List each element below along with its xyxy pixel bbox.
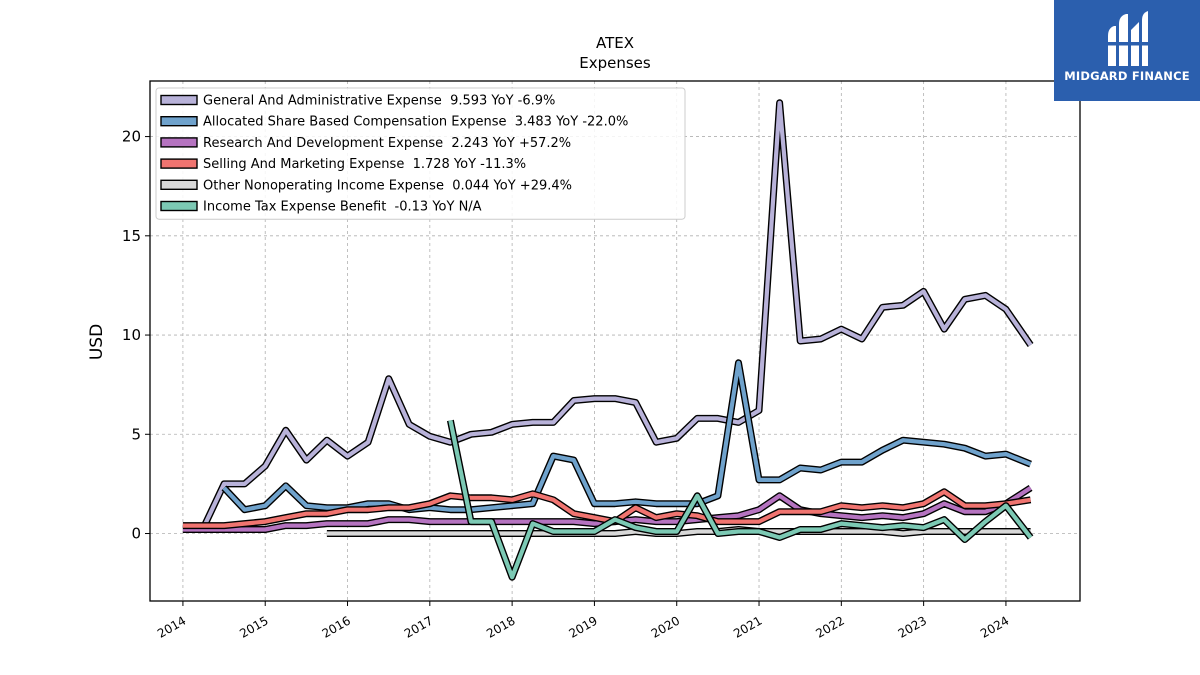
y-tick-label: 0: [131, 525, 141, 543]
chart-title: ATEX: [596, 34, 634, 52]
x-tick-label: 2024: [978, 613, 1011, 640]
x-tick-label: 2018: [484, 613, 517, 640]
legend-entry: Other Nonoperating Income Expense 0.044 …: [160, 178, 572, 193]
y-tick-label: 10: [122, 326, 141, 344]
legend-label: Other Nonoperating Income Expense 0.044 …: [203, 178, 572, 193]
legend-entry: Income Tax Expense Benefit -0.13 YoY N/A: [160, 200, 482, 215]
x-tick-label: 2019: [566, 613, 599, 640]
legend-swatch: [160, 115, 198, 127]
legend-entry: Research And Development Expense 2.243 Y…: [160, 136, 571, 151]
legend-label: Selling And Marketing Expense 1.728 YoY …: [203, 157, 526, 172]
series-line: [182, 489, 1031, 528]
x-tick-label: 2017: [402, 613, 435, 640]
legend-swatch: [160, 179, 198, 191]
legend-entry: Selling And Marketing Expense 1.728 YoY …: [160, 157, 526, 172]
series-4: [182, 488, 1032, 530]
x-tick-label: 2021: [731, 613, 764, 640]
series-line: [448, 419, 1033, 580]
y-axis-label: USD: [87, 324, 107, 360]
legend-swatch: [160, 137, 198, 148]
x-tick-label: 2023: [896, 613, 929, 640]
legend-swatch: [160, 158, 198, 169]
legend-label: Income Tax Expense Benefit -0.13 YoY N/A: [203, 200, 482, 215]
legend-box: [155, 87, 686, 220]
y-tick-label: 5: [131, 425, 141, 443]
x-tick-label: 2020: [649, 613, 682, 640]
x-tick-label: 2015: [237, 613, 270, 640]
series-2: [221, 359, 1032, 514]
series-layer: [182, 99, 1034, 581]
legend-entry: Allocated Share Based Compensation Expen…: [160, 115, 628, 130]
y-tick-label: 15: [122, 227, 141, 245]
series-line: [222, 360, 1032, 512]
brand-logo: MIDGARD FINANCE: [1054, 0, 1200, 101]
series-line: [201, 100, 1033, 529]
x-tick-label: 2014: [155, 613, 188, 640]
x-tick-label: 2022: [813, 613, 846, 640]
series-line-outline: [221, 359, 1032, 514]
legend: General And Administrative Expense 9.593…: [155, 87, 686, 220]
legend-label: Research And Development Expense 2.243 Y…: [203, 136, 571, 151]
series-1: [200, 99, 1034, 530]
chart-subtitle: Expenses: [579, 54, 651, 72]
legend-swatch: [160, 200, 198, 212]
series-6: [446, 419, 1034, 581]
legend-entry: General And Administrative Expense 9.593…: [160, 94, 555, 109]
y-tick-label: 20: [122, 128, 141, 146]
legend-label: General And Administrative Expense 9.593…: [203, 94, 555, 109]
midgard-logo-icon: [1106, 11, 1148, 66]
brand-name: MIDGARD FINANCE: [1064, 69, 1190, 83]
legend-swatch: [160, 94, 198, 106]
legend-label: Allocated Share Based Compensation Expen…: [203, 115, 628, 130]
plot-frame: [149, 80, 1081, 602]
x-tick-label: 2016: [320, 613, 353, 640]
